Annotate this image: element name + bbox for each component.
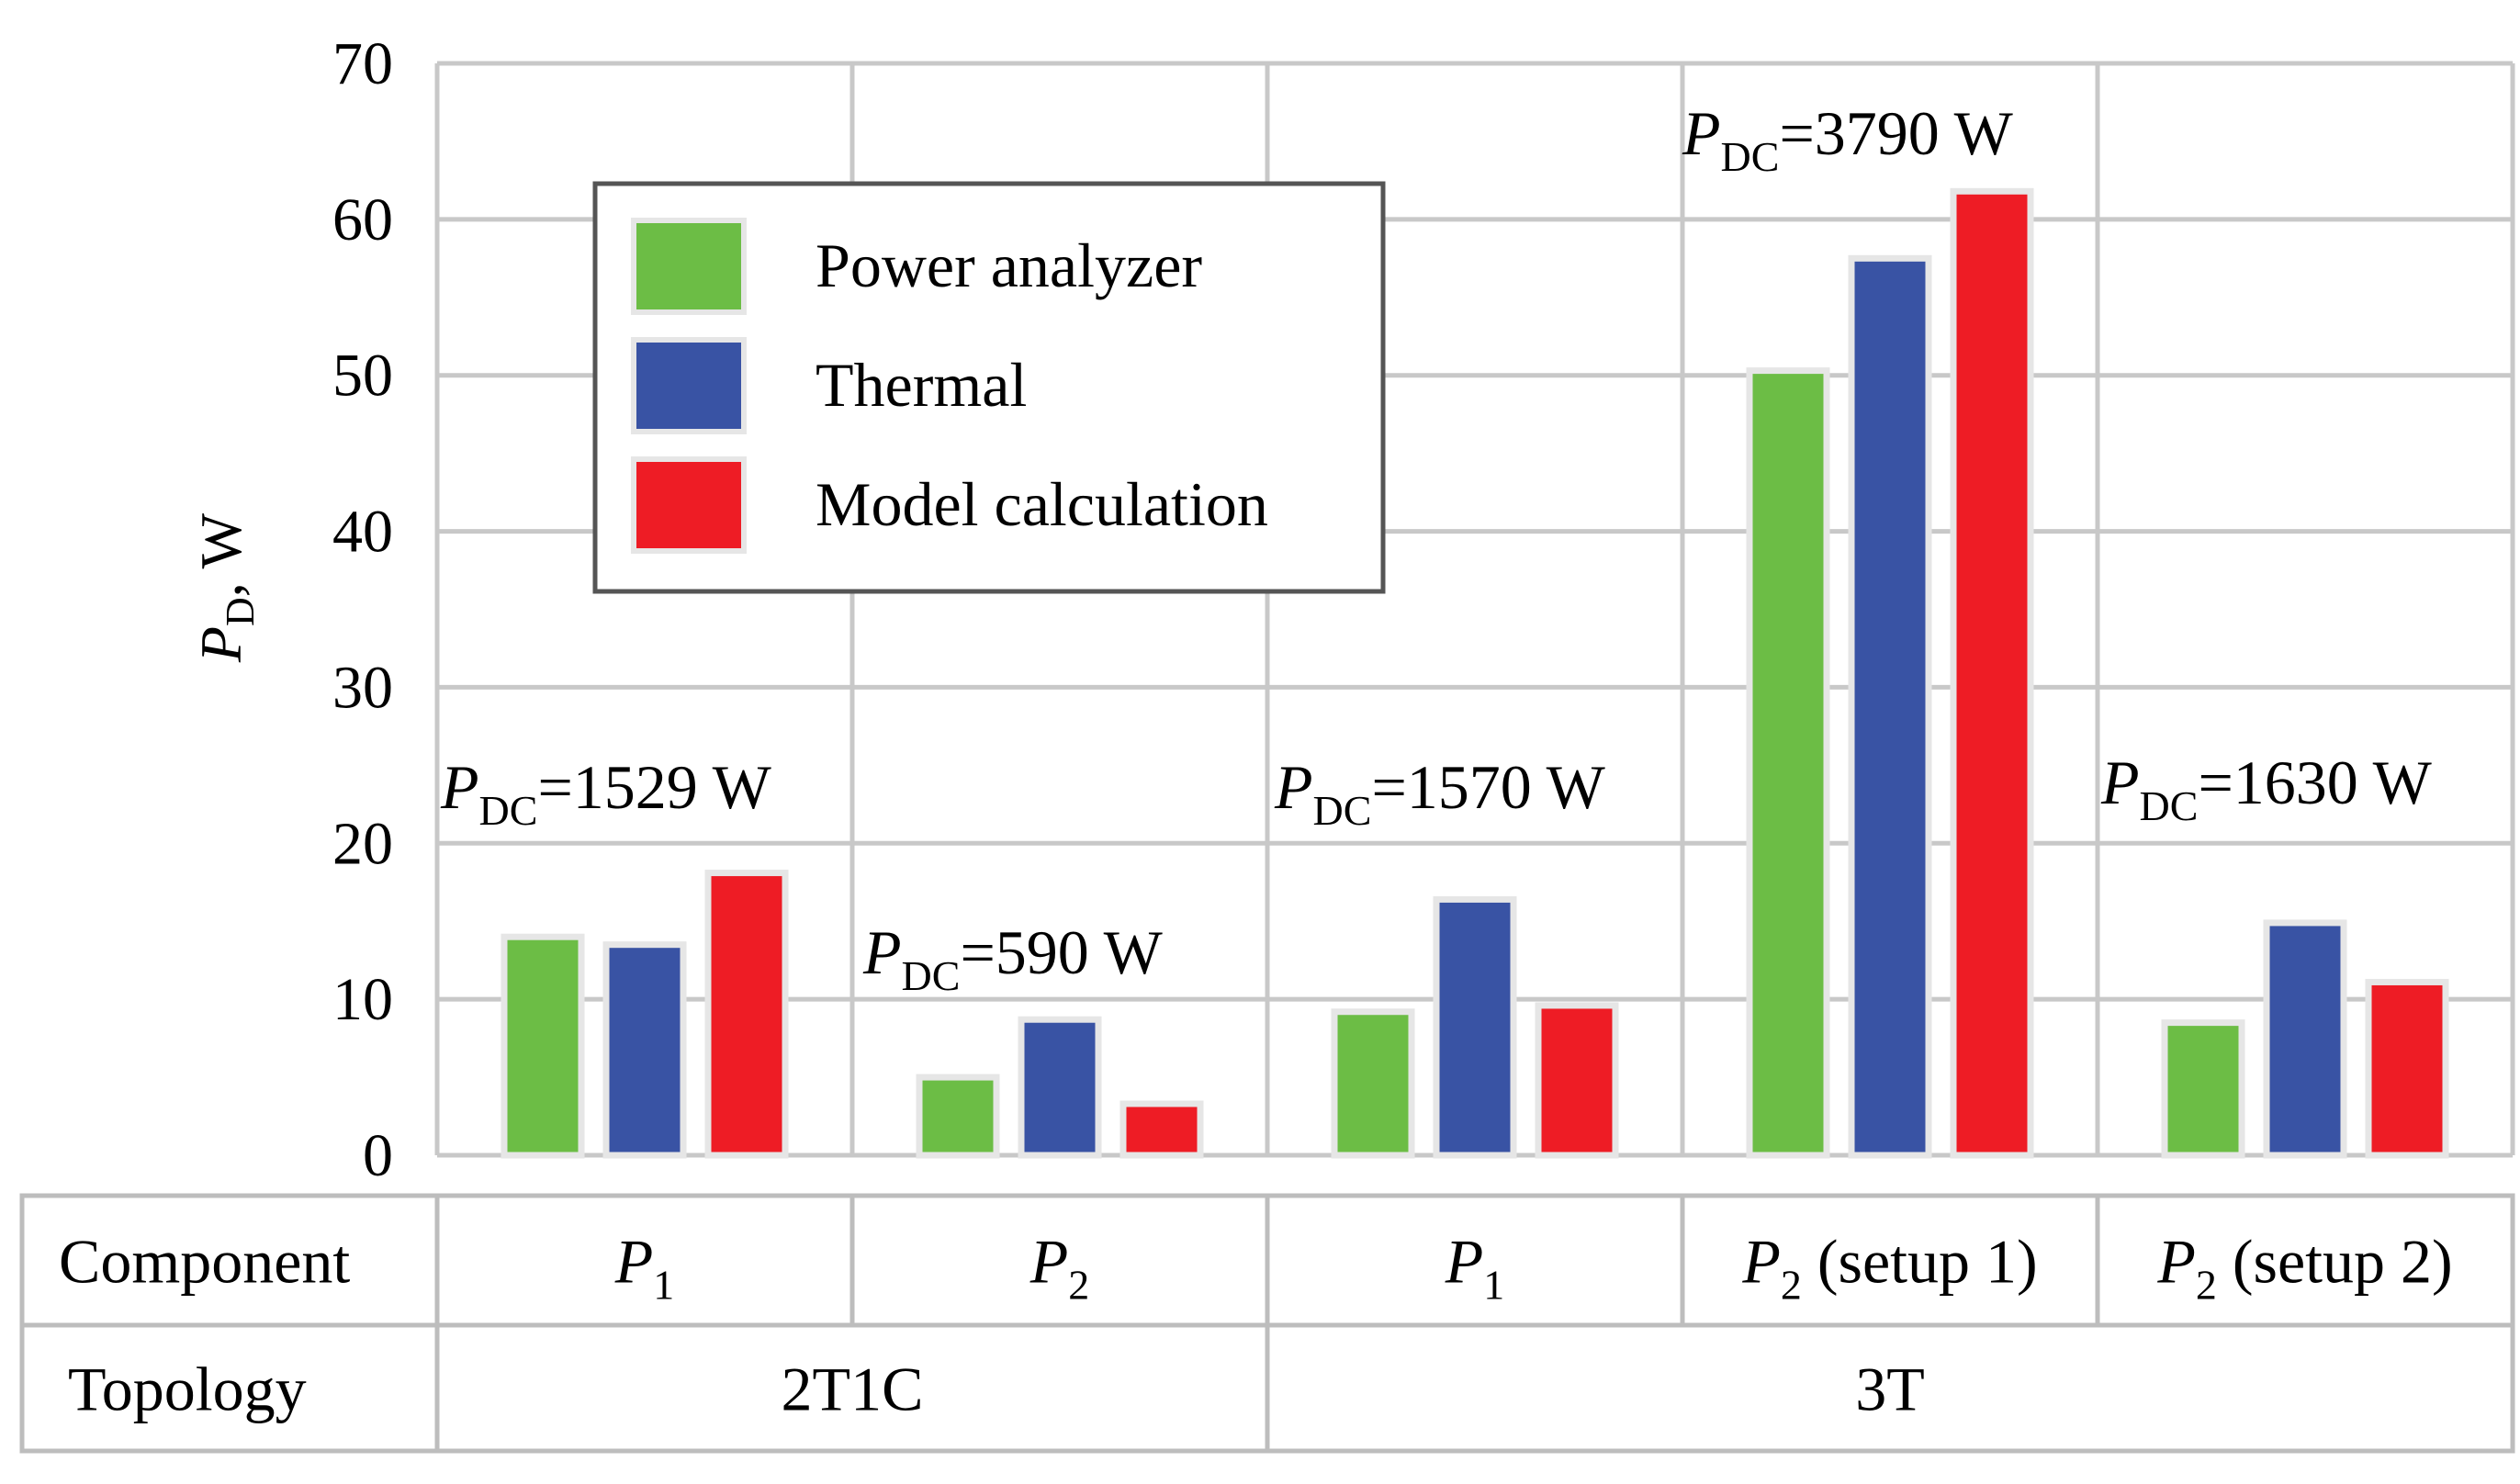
bar-model-calculation [2365, 978, 2449, 1159]
table-component-cell: P1 [614, 1227, 675, 1309]
legend-label: Thermal [816, 350, 1027, 420]
legend-swatch [631, 456, 747, 554]
group-annotations: PDC=1529 W PDC=590 W PDC=1570 W PDC=3790 W P… [440, 98, 2433, 999]
y-tick-label: 60 [332, 186, 393, 253]
table-row-label: Component [59, 1227, 350, 1297]
y-tick-label: 10 [332, 966, 393, 1033]
pdc-annotation: PDC=1630 W [2100, 748, 2433, 829]
y-tick-label: 30 [332, 654, 393, 721]
y-tick-labels: 0 10 20 30 40 50 60 70 [332, 30, 393, 1189]
bar-thermal [602, 941, 687, 1159]
pdc-annotation: PDC=1570 W [1274, 752, 1606, 834]
y-tick-label: 50 [332, 343, 393, 410]
bar-model-calculation [1950, 187, 2034, 1159]
pdc-annotation: PDC=590 W [862, 917, 1164, 999]
table-row-label: Topology [68, 1355, 307, 1424]
y-axis-label: PD, W [188, 512, 263, 663]
legend-label: Model calculation [816, 469, 1268, 539]
bar-power-analyzer [916, 1074, 1000, 1159]
y-tick-label: 0 [363, 1122, 393, 1189]
table-component-cell: P1 [1445, 1227, 1505, 1309]
bars [501, 187, 2449, 1159]
pdc-annotation: PDC=1529 W [440, 752, 772, 834]
table-component-cell: P2 (setup 1) [1741, 1227, 2037, 1309]
legend-swatch [631, 337, 747, 434]
legend-swatch [631, 218, 747, 315]
bar-model-calculation [1119, 1100, 1204, 1159]
y-tick-label: 70 [332, 30, 393, 97]
pdc-annotation: PDC=3790 W [1682, 98, 2014, 180]
table-topology-cell: 3T [1855, 1355, 1925, 1424]
table-component-cell: P2 [1029, 1227, 1090, 1309]
bar-power-analyzer [1331, 1008, 1415, 1159]
bar-thermal [2263, 919, 2347, 1159]
legend-label: Power analyzer [816, 230, 1202, 300]
y-tick-label: 40 [332, 499, 393, 566]
bar-model-calculation [704, 870, 789, 1159]
bar-thermal [1018, 1016, 1102, 1159]
legend: Power analyzer Thermal Model calculation [592, 181, 1386, 594]
bar-model-calculation [1535, 1002, 1619, 1159]
bar-thermal [1848, 254, 1932, 1159]
bar-thermal [1433, 895, 1517, 1159]
table-topology-cell: 2T1C [782, 1355, 924, 1424]
bar-power-analyzer [501, 933, 585, 1159]
bar-power-analyzer [1746, 367, 1830, 1159]
category-table: Component Topology P1 P2 P1 P2 (setup 1) P2 (s… [19, 1193, 2515, 1454]
y-tick-label: 20 [332, 810, 393, 877]
table-component-cell: P2 (setup 2) [2156, 1227, 2452, 1309]
bar-power-analyzer [2161, 1019, 2245, 1159]
